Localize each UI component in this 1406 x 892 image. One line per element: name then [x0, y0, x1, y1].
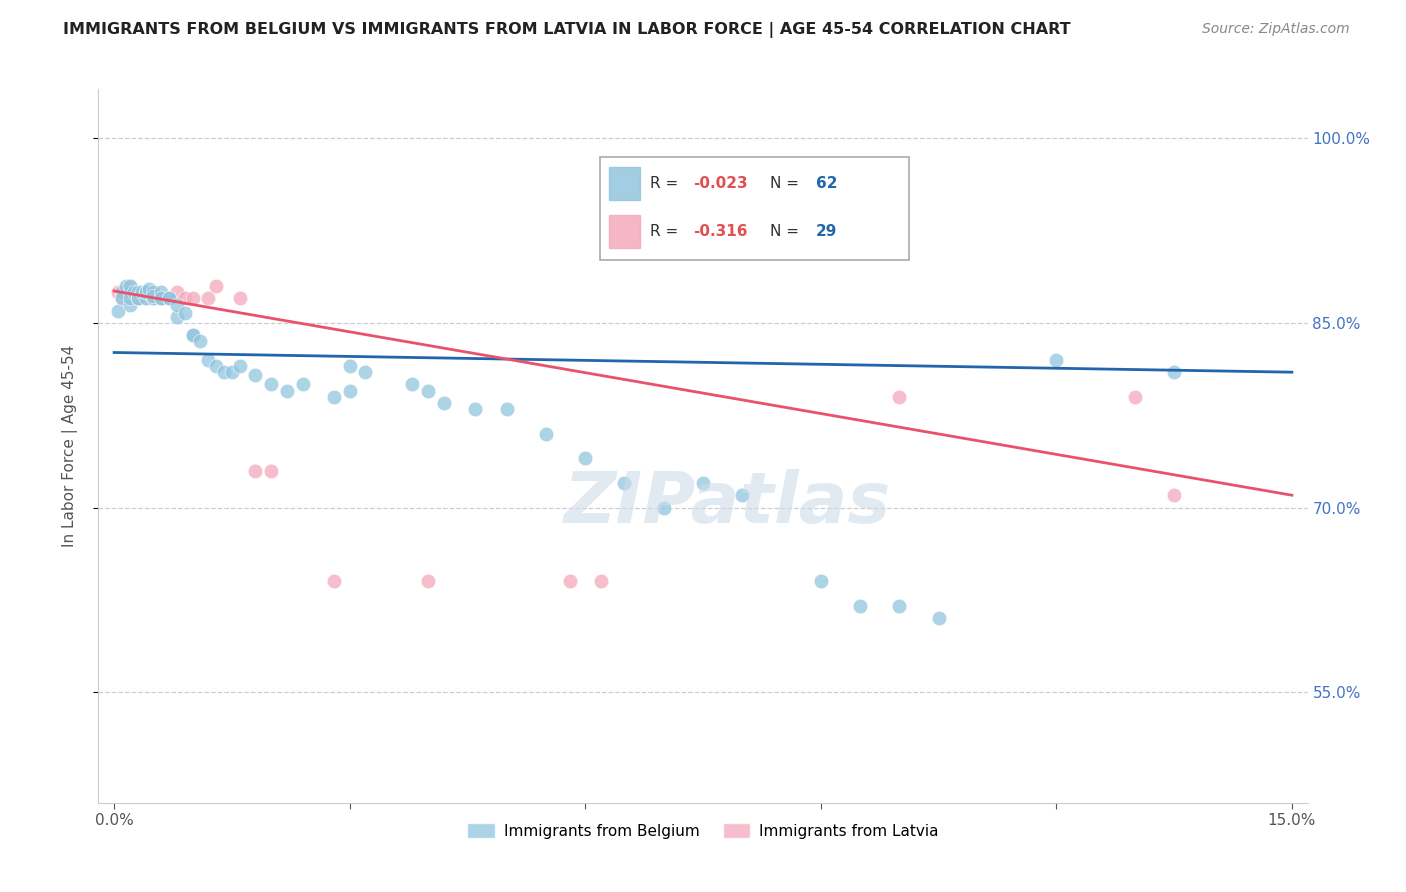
Point — [138, 281, 160, 295]
Point — [212, 365, 235, 379]
Point — [150, 291, 173, 305]
Point — [166, 297, 188, 311]
Point — [142, 289, 165, 303]
Point — [276, 384, 298, 398]
Point — [111, 291, 134, 305]
Point — [127, 285, 149, 300]
Point — [142, 285, 165, 300]
Legend: Immigrants from Belgium, Immigrants from Latvia: Immigrants from Belgium, Immigrants from… — [461, 817, 945, 845]
Y-axis label: In Labor Force | Age 45-54: In Labor Force | Age 45-54 — [62, 345, 77, 547]
Point — [692, 475, 714, 490]
Point — [122, 285, 145, 300]
Point — [150, 291, 173, 305]
Point — [495, 402, 517, 417]
Point — [111, 291, 134, 305]
Point — [135, 285, 157, 300]
Text: ZIPatlas: ZIPatlas — [564, 468, 891, 538]
Point — [181, 291, 204, 305]
Point — [173, 306, 195, 320]
Point — [118, 279, 141, 293]
Point — [534, 426, 557, 441]
Point — [245, 368, 267, 382]
Point — [181, 328, 204, 343]
Point — [131, 285, 153, 300]
Point — [197, 291, 219, 305]
Point — [418, 384, 440, 398]
Point — [157, 291, 180, 305]
Point — [150, 285, 173, 300]
Point — [589, 574, 612, 589]
Point — [464, 402, 486, 417]
Point — [181, 328, 204, 343]
Point — [118, 291, 141, 305]
Point — [810, 574, 832, 589]
Point — [433, 396, 456, 410]
Point — [135, 291, 157, 305]
Point — [142, 291, 165, 305]
Point — [323, 574, 346, 589]
Point — [166, 285, 188, 300]
Point — [731, 488, 754, 502]
Text: Source: ZipAtlas.com: Source: ZipAtlas.com — [1202, 22, 1350, 37]
Point — [127, 291, 149, 305]
Point — [118, 285, 141, 300]
Point — [849, 599, 872, 613]
Point — [150, 291, 173, 305]
Point — [107, 303, 129, 318]
Point — [245, 464, 267, 478]
Point — [127, 291, 149, 305]
Point — [197, 352, 219, 367]
Point — [1163, 488, 1185, 502]
Point — [889, 599, 911, 613]
Point — [229, 359, 252, 373]
Point — [652, 500, 675, 515]
Point — [558, 574, 581, 589]
Text: IMMIGRANTS FROM BELGIUM VS IMMIGRANTS FROM LATVIA IN LABOR FORCE | AGE 45-54 COR: IMMIGRANTS FROM BELGIUM VS IMMIGRANTS FR… — [63, 22, 1071, 38]
Point — [107, 285, 129, 300]
Point — [127, 291, 149, 305]
Point — [323, 390, 346, 404]
Point — [135, 285, 157, 300]
Point — [1123, 390, 1146, 404]
Point — [205, 359, 228, 373]
Point — [418, 574, 440, 589]
Point — [157, 291, 180, 305]
Point — [221, 365, 243, 379]
Point — [190, 334, 212, 349]
Point — [401, 377, 423, 392]
Point — [111, 285, 134, 300]
Point — [118, 291, 141, 305]
Point — [339, 384, 361, 398]
Point — [229, 291, 252, 305]
Point — [173, 291, 195, 305]
Point — [115, 279, 138, 293]
Point — [260, 377, 283, 392]
Point — [142, 285, 165, 300]
Point — [157, 291, 180, 305]
Point — [1163, 365, 1185, 379]
Point — [205, 279, 228, 293]
Point — [260, 464, 283, 478]
Point — [339, 359, 361, 373]
Point — [118, 285, 141, 300]
Point — [127, 291, 149, 305]
Point — [613, 475, 636, 490]
Point — [135, 285, 157, 300]
Point — [354, 365, 377, 379]
Point — [166, 310, 188, 324]
Point — [142, 291, 165, 305]
Point — [111, 285, 134, 300]
Point — [118, 279, 141, 293]
Point — [574, 451, 596, 466]
Point — [291, 377, 314, 392]
Point — [135, 291, 157, 305]
Point — [1045, 352, 1067, 367]
Point — [889, 390, 911, 404]
Point — [127, 285, 149, 300]
Point — [118, 297, 141, 311]
Point — [928, 611, 950, 625]
